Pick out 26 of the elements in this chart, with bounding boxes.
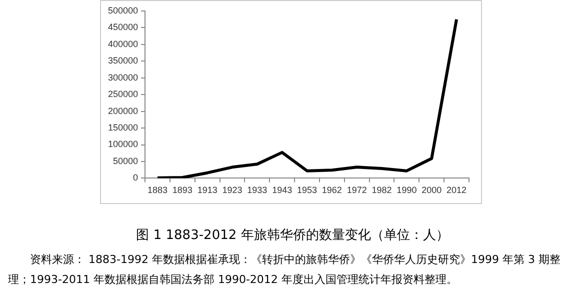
- x-tick-label: 1883: [147, 185, 168, 196]
- x-tick-label: 2012: [446, 185, 467, 196]
- y-tick-label: 500000: [108, 5, 138, 16]
- x-tick-label: 1972: [346, 185, 367, 196]
- y-tick-label: 0: [133, 172, 138, 183]
- y-tick-label: 450000: [108, 22, 138, 32]
- x-tick-label: 1982: [372, 185, 392, 196]
- y-tick-label: 50000: [113, 156, 138, 166]
- x-tick-label: 1933: [247, 185, 268, 196]
- y-tick-label: 400000: [108, 38, 138, 49]
- x-tick-label: 1913: [197, 185, 218, 196]
- y-tick-label: 150000: [108, 122, 138, 133]
- y-tick-label: 250000: [108, 89, 138, 100]
- x-tick-label: 1943: [272, 185, 292, 196]
- text: 图 1 1883-2012 年旅韩华侨的数量变化（单位：人）: [135, 227, 450, 244]
- x-tick-label: 1953: [297, 185, 318, 196]
- y-tick-label: 200000: [108, 106, 138, 116]
- y-tick-label: 100000: [108, 139, 138, 150]
- x-tick-label: 1962: [322, 185, 342, 196]
- x-tick-label: 1990: [396, 185, 417, 196]
- text: 资料来源： 1883-1992 年数据根据崔承现：《转折中的旅韩华侨》《华侨华人历史研究》1999 年第 3 期整理；1993-2011 年数据根据自韩国法务部 1990-2012 年度出入国管理统计年报资料整理。: [8, 252, 562, 288]
- x-tick-label: 2000: [422, 185, 442, 196]
- y-tick-label: 350000: [108, 56, 138, 66]
- y-tick-label: 300000: [108, 72, 138, 82]
- x-tick-label: 1893: [172, 185, 192, 196]
- x-tick-label: 1923: [222, 185, 242, 196]
